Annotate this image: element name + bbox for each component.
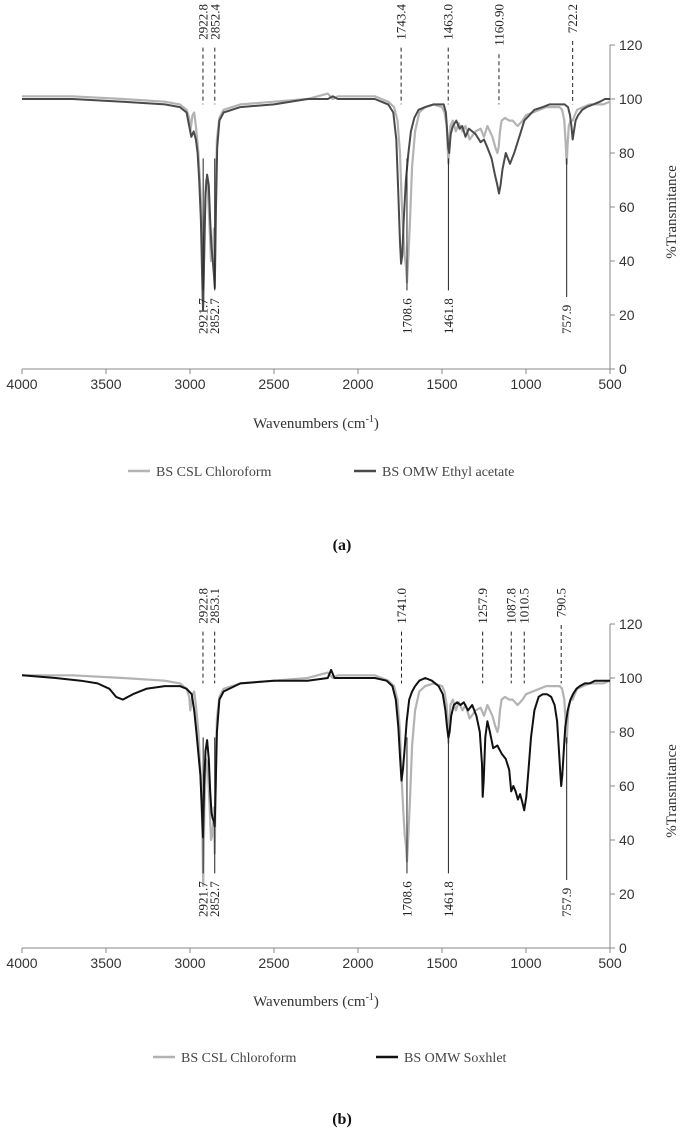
x-tick-label: 2000 — [342, 376, 373, 392]
legend-label-1: BS CSL Chloroform — [156, 465, 271, 480]
y-tick-label: 60 — [619, 778, 635, 794]
peak-label: 2852.7 — [207, 298, 222, 334]
series-line-2 — [21, 668, 610, 839]
y-tick-label: 60 — [619, 199, 635, 215]
peak-label: 2921.7 — [196, 298, 211, 334]
x-axis-title-close: ) — [374, 416, 379, 432]
x-axis-title-close: ) — [374, 994, 379, 1010]
y-tick-label: 120 — [619, 616, 643, 632]
peak-label: 1708.6 — [399, 881, 414, 917]
peak-label: 2922.8 — [195, 588, 210, 624]
x-tick-label: 1000 — [510, 955, 541, 971]
legend-label-2: BS OMW Soxhlet — [404, 1051, 507, 1066]
legend-label-1: BS CSL Chloroform — [181, 1051, 296, 1066]
peak-label: 2852.7 — [207, 881, 222, 917]
y-tick-label: 0 — [619, 361, 627, 377]
x-tick-label: 3000 — [174, 376, 205, 392]
x-axis-title: Wavenumbers (cm-1) — [253, 414, 379, 432]
x-tick-label: 1000 — [510, 376, 541, 392]
y-tick-label: 120 — [619, 37, 643, 53]
peak-label: 2922.8 — [195, 4, 210, 40]
x-tick-label: 2500 — [258, 955, 289, 971]
peak-label: 1257.9 — [475, 588, 490, 624]
series-line-1 — [22, 671, 611, 887]
peak-label: 2921.7 — [196, 881, 211, 917]
y-tick-label: 100 — [619, 670, 643, 686]
y-tick-label: 40 — [619, 253, 635, 269]
y-tick-label: 100 — [619, 91, 643, 107]
peak-label: 1160.90 — [491, 4, 506, 46]
peak-label: 722.2 — [565, 4, 580, 33]
peak-label: 757.9 — [559, 888, 574, 917]
x-axis-title-main: Wavenumbers (cm — [253, 416, 366, 432]
x-tick-label: 2500 — [258, 376, 289, 392]
y-axis-title: %Transmitance — [664, 744, 680, 838]
peak-label: 1461.8 — [441, 881, 456, 917]
x-tick-label: 3000 — [174, 955, 205, 971]
y-tick-label: 40 — [619, 832, 635, 848]
chart-panel-b: 4000 3500 3000 2500 2000 1500 1000 500 0 20 40 60 80… — [0, 572, 685, 1141]
x-tick-label: 500 — [598, 376, 622, 392]
y-tick-label: 80 — [619, 724, 635, 740]
x-tick-label: 4000 — [6, 376, 37, 392]
x-tick-label: 2000 — [342, 955, 373, 971]
panel-label: (b) — [332, 1111, 352, 1128]
peak-label: 790.5 — [554, 588, 569, 617]
panel-label: (a) — [333, 537, 352, 554]
x-tick-label: 3500 — [90, 955, 121, 971]
y-tick-label: 80 — [619, 145, 635, 161]
legend-label-2: BS OMW Ethyl acetate — [382, 465, 514, 480]
peak-label: 1741.0 — [394, 588, 409, 624]
x-axis-title-main: Wavenumbers (cm — [253, 994, 366, 1010]
y-tick-label: 20 — [619, 886, 635, 902]
peak-label: 1743.4 — [394, 4, 409, 40]
peak-label: 1463.0 — [441, 4, 456, 40]
peak-label: 1461.8 — [441, 298, 456, 334]
x-axis-title-sup: -1 — [366, 992, 374, 1003]
series-line-2 — [22, 95, 610, 311]
peak-label: 1708.6 — [399, 298, 414, 334]
x-axis-title: Wavenumbers (cm-1) — [253, 992, 379, 1010]
x-axis-title-sup: -1 — [366, 414, 374, 425]
y-tick-label: 0 — [619, 940, 627, 956]
y-axis-title: %Transmitance — [664, 165, 680, 259]
x-tick-label: 3500 — [90, 376, 121, 392]
chart-panel-a: 4000 3500 3000 2500 2000 1500 1000 500 0 20 40 60 80… — [6, 4, 680, 555]
peak-label: 2852.4 — [207, 4, 222, 40]
x-tick-label: 4000 — [6, 955, 37, 971]
y-tick-label: 20 — [619, 307, 635, 323]
peak-label: 2853.1 — [207, 588, 222, 624]
peak-label: 1087.8 — [504, 588, 519, 624]
x-tick-label: 1500 — [426, 376, 457, 392]
peak-label: 1010.5 — [517, 588, 532, 624]
x-tick-label: 500 — [598, 955, 622, 971]
peak-label: 757.9 — [559, 305, 574, 334]
x-tick-label: 1500 — [426, 955, 457, 971]
